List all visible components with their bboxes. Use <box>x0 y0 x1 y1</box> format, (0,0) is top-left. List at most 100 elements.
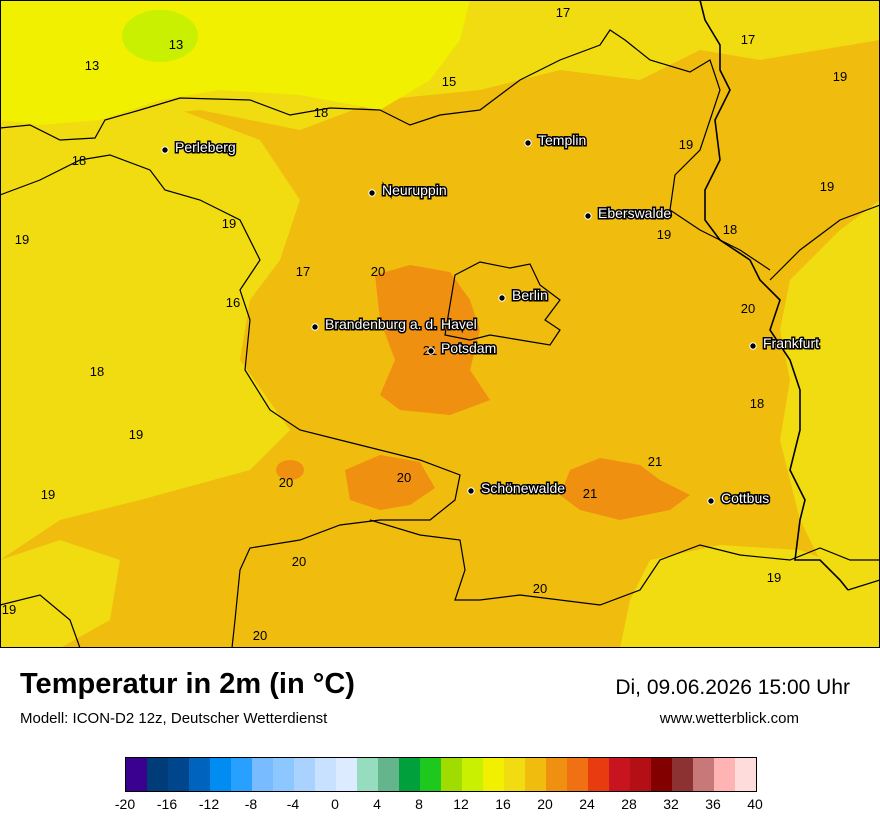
color-scale-tick: 8 <box>415 796 423 812</box>
city-label: Schönewalde <box>481 480 565 496</box>
color-scale-segment <box>735 758 756 791</box>
city-label: Perleberg <box>175 139 236 155</box>
city-label: Berlin <box>512 287 548 303</box>
temperature-label: 18 <box>90 364 104 379</box>
temperature-label: 17 <box>741 32 755 47</box>
temperature-area-18-west <box>0 110 300 560</box>
color-scale-segment <box>546 758 567 791</box>
city-markers: Perleberg Templin Neuruppin Eberswalde Berli… <box>161 131 821 508</box>
color-scale-tick: 0 <box>331 796 339 812</box>
temperature-area-18-east <box>780 200 880 580</box>
temperature-area-21-east <box>560 458 690 520</box>
border-poland <box>699 0 849 591</box>
color-scale-tick: -16 <box>156 796 178 812</box>
color-scale-segment <box>567 758 588 791</box>
color-scale-segment <box>252 758 273 791</box>
website-link[interactable]: www.wetterblick.com <box>659 710 799 727</box>
temperature-labels: 17 17 19 13 13 15 18 18 19 19 19 18 19 17 20 16 19 20 21 18… <box>2 5 847 643</box>
temperature-label: 19 <box>679 137 693 152</box>
city-marker: Cottbus <box>707 489 771 508</box>
color-scale-segment <box>294 758 315 791</box>
color-scale-segment <box>210 758 231 791</box>
city-dot <box>368 189 376 197</box>
temperature-label: 19 <box>833 69 847 84</box>
city-dot <box>584 212 592 220</box>
temperature-label: 20 <box>292 554 306 569</box>
color-scale-tick: 12 <box>453 796 469 812</box>
color-scale-tick: 24 <box>579 796 595 812</box>
city-dot <box>311 323 319 331</box>
city-label: Frankfurt <box>763 335 819 351</box>
model-subtitle: Modell: ICON-D2 12z, Deutscher Wetterdie… <box>20 710 328 727</box>
state-borders <box>0 0 880 648</box>
border-north <box>0 29 771 271</box>
forecast-datetime: Di, 09.06.2026 15:00 Uhr <box>615 676 850 699</box>
temperature-label: 17 <box>556 5 570 20</box>
color-scale-segment <box>231 758 252 791</box>
color-scale-segment <box>462 758 483 791</box>
city-dot <box>498 294 506 302</box>
temperature-area-18-southwest <box>0 540 120 648</box>
temperature-label: 19 <box>15 232 29 247</box>
city-marker: Potsdam <box>427 339 498 358</box>
color-scale-tick: 20 <box>537 796 553 812</box>
temperature-label: 13 <box>169 37 183 52</box>
temperature-label: 18 <box>750 396 764 411</box>
temperature-label: 21 <box>583 486 597 501</box>
temperature-label: 20 <box>397 470 411 485</box>
color-scale-segment <box>609 758 630 791</box>
temperature-label: 20 <box>533 581 547 596</box>
temperature-label: 16 <box>226 295 240 310</box>
color-scale-tick: 4 <box>373 796 381 812</box>
color-scale-segment <box>147 758 168 791</box>
color-scale-bar <box>125 757 757 792</box>
city-marker: Schönewalde <box>467 479 567 498</box>
color-scale-segment <box>378 758 399 791</box>
temperature-map: 17 17 19 13 13 15 18 18 19 19 19 18 19 17 20 16 19 20 21 18… <box>0 0 880 648</box>
color-scale-segment <box>588 758 609 791</box>
city-label: Eberswalde <box>598 205 671 221</box>
city-label: Neuruppin <box>382 182 447 198</box>
color-scale-tick: -8 <box>244 796 258 812</box>
color-scale-segment <box>336 758 357 791</box>
border-east <box>769 204 880 281</box>
color-scale-segment <box>189 758 210 791</box>
border-west <box>0 154 461 648</box>
city-dot <box>749 342 757 350</box>
color-scale-segment <box>168 758 189 791</box>
color-scale-tick: 36 <box>705 796 721 812</box>
city-marker: Perleberg <box>161 138 237 157</box>
temperature-label: 13 <box>85 58 99 73</box>
city-dot <box>524 139 532 147</box>
color-scale-segment <box>399 758 420 791</box>
color-scale-segment <box>273 758 294 791</box>
temperature-area-13 <box>122 10 198 62</box>
color-scale-segment <box>693 758 714 791</box>
color-scale-segment <box>441 758 462 791</box>
temperature-label: 18 <box>72 153 86 168</box>
color-scale-segment <box>651 758 672 791</box>
map-title: Temperatur in 2m (in °C) <box>20 668 355 700</box>
city-label: Brandenburg a. d. Havel <box>325 316 477 332</box>
color-scale-segment <box>714 758 735 791</box>
city-label: Templin <box>538 132 586 148</box>
temperature-area-15-northwest <box>0 0 470 125</box>
temperature-label: 18 <box>314 105 328 120</box>
color-scale-segment <box>525 758 546 791</box>
border-berlin <box>444 261 561 346</box>
color-scale-segment <box>357 758 378 791</box>
temperature-area-20-west <box>276 460 304 480</box>
city-marker: Templin <box>524 131 588 150</box>
color-scale-segment <box>672 758 693 791</box>
color-scale-segment <box>315 758 336 791</box>
city-dot <box>467 487 475 495</box>
color-scale-tick: -4 <box>286 796 300 812</box>
temperature-label: 19 <box>820 179 834 194</box>
city-marker: Neuruppin <box>368 181 448 200</box>
temperature-label: 15 <box>442 74 456 89</box>
city-marker: Frankfurt <box>749 334 821 353</box>
color-scale-tick: 40 <box>747 796 763 812</box>
city-marker: Brandenburg a. d. Havel <box>311 315 478 334</box>
color-scale-tick: -12 <box>198 796 220 812</box>
color-scale-segment <box>126 758 147 791</box>
